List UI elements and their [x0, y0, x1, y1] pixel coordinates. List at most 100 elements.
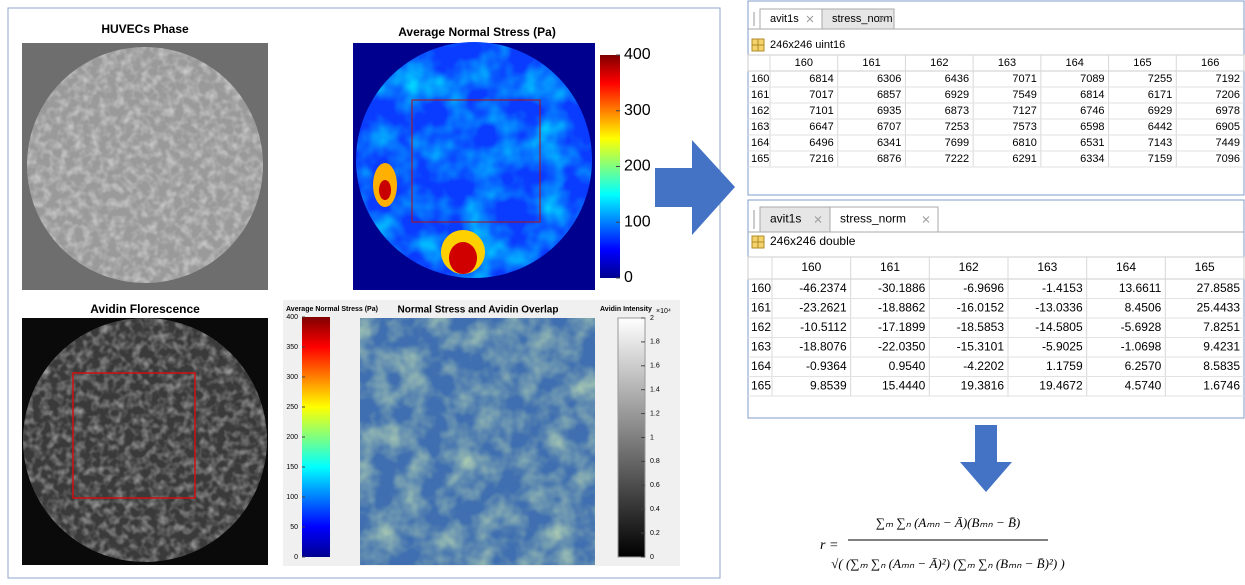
cell: 6810 [1012, 137, 1036, 149]
tick-label: 100 [624, 213, 651, 230]
tick-label: 0.8 [650, 458, 660, 465]
cell: 7143 [1148, 137, 1172, 149]
cell: -0.9364 [806, 359, 847, 373]
column-header: 165 [1133, 57, 1151, 69]
row-header: 160 [751, 73, 769, 85]
cell: 7101 [809, 105, 833, 117]
cell: 6.2570 [1125, 359, 1162, 373]
cell: 6171 [1148, 89, 1172, 101]
column-header: 161 [862, 57, 880, 69]
cell: 19.3816 [961, 378, 1005, 392]
cell: 19.4672 [1039, 378, 1083, 392]
row-header: 160 [751, 281, 771, 295]
cell: 6531 [1080, 137, 1104, 149]
size-label: 246x246 uint16 [770, 39, 845, 51]
tick-label: 0.4 [650, 506, 660, 513]
cell: 6814 [809, 73, 833, 85]
cell: 7573 [1012, 121, 1036, 133]
tick-label: 0.6 [650, 482, 660, 489]
panel-title: Average Normal Stress (Pa) [398, 25, 556, 39]
page: HUVECs Phase Average Normal Stress (Pa) … [0, 0, 1245, 585]
tick-label: 1.8 [650, 339, 660, 346]
row-header: 164 [751, 137, 769, 149]
cell: -15.3101 [957, 339, 1005, 353]
cell: 7.8251 [1203, 320, 1240, 334]
row-header: 165 [751, 378, 771, 392]
cell: -16.0152 [957, 300, 1005, 314]
tick-label: 0 [624, 269, 633, 286]
row-header: 164 [751, 359, 771, 373]
cell: 7096 [1216, 153, 1240, 165]
column-header: 163 [1037, 260, 1057, 274]
tick-label: 150 [286, 464, 298, 471]
column-header: 164 [1116, 260, 1136, 274]
cell: 6929 [945, 89, 969, 101]
cell: 13.6611 [1119, 281, 1162, 295]
cell: -6.9696 [963, 281, 1004, 295]
tick-label: 1 [650, 434, 654, 441]
cell: -5.6928 [1121, 320, 1162, 334]
cell: 7071 [1012, 73, 1036, 85]
formula-lhs: r = [820, 538, 838, 553]
formula-numerator: ∑ₘ ∑ₙ (Aₘₙ − Ā)(Bₘₙ − B̄) [876, 515, 1021, 530]
cell: 7549 [1012, 89, 1036, 101]
row-header: 162 [751, 320, 771, 334]
cell: 6814 [1080, 89, 1104, 101]
cell: -23.2621 [799, 300, 847, 314]
tick-label: 1.4 [650, 387, 660, 394]
cell: 7255 [1148, 73, 1172, 85]
colorbar-multiplier: ×10⁴ [656, 308, 671, 315]
cell: 7017 [809, 89, 833, 101]
cell: -17.1899 [878, 320, 926, 334]
cell: 6929 [1148, 105, 1172, 117]
cell: 8.5835 [1203, 359, 1240, 373]
column-header: 166 [1201, 57, 1219, 69]
tick-label: 100 [286, 494, 298, 501]
colorbar [618, 318, 645, 557]
cell: 4.5740 [1125, 378, 1162, 392]
tick-label: 200 [286, 434, 298, 441]
tick-label: 200 [624, 158, 651, 175]
cell: 7222 [945, 153, 969, 165]
tick-label: 300 [624, 102, 651, 119]
cell: 6341 [877, 137, 901, 149]
cell: 6436 [945, 73, 969, 85]
tick-label: 350 [286, 344, 298, 351]
cell: 6857 [877, 89, 901, 101]
column-header: 162 [959, 260, 979, 274]
cell: -18.8076 [799, 339, 847, 353]
tick-label: 0 [650, 554, 654, 561]
cell: 7192 [1216, 73, 1240, 85]
cell: 7699 [945, 137, 969, 149]
row-header: 163 [751, 121, 769, 133]
column-header: 161 [880, 260, 900, 274]
cell: 1.6746 [1203, 378, 1240, 392]
cell: 9.4231 [1203, 339, 1240, 353]
size-label: 246x246 double [770, 234, 856, 248]
column-header: 160 [801, 260, 821, 274]
colorbar [302, 317, 330, 557]
tick-label: 0.2 [650, 530, 660, 537]
overlap-texture [360, 318, 595, 565]
tab-label: avit1s [770, 13, 799, 25]
cell: -1.0698 [1121, 339, 1162, 353]
cell: -1.4153 [1042, 281, 1083, 295]
column-header: 163 [998, 57, 1016, 69]
cell: 7449 [1216, 137, 1240, 149]
cell: 1.1759 [1046, 359, 1083, 373]
tab-label: stress_norm [840, 212, 906, 226]
tick-label: 300 [286, 374, 298, 381]
column-header: 162 [930, 57, 948, 69]
column-header: 164 [1066, 57, 1084, 69]
cell: 8.4506 [1125, 300, 1162, 314]
cell: 6334 [1080, 153, 1104, 165]
cell: -4.2202 [963, 359, 1004, 373]
tick-label: 1.6 [650, 363, 660, 370]
cell: -5.9025 [1042, 339, 1083, 353]
cell: 7159 [1148, 153, 1172, 165]
cell: 25.4433 [1197, 300, 1241, 314]
tick-label: 50 [290, 524, 298, 531]
row-header: 162 [751, 105, 769, 117]
cell: 0.9540 [889, 359, 926, 373]
cell: 6978 [1216, 105, 1240, 117]
